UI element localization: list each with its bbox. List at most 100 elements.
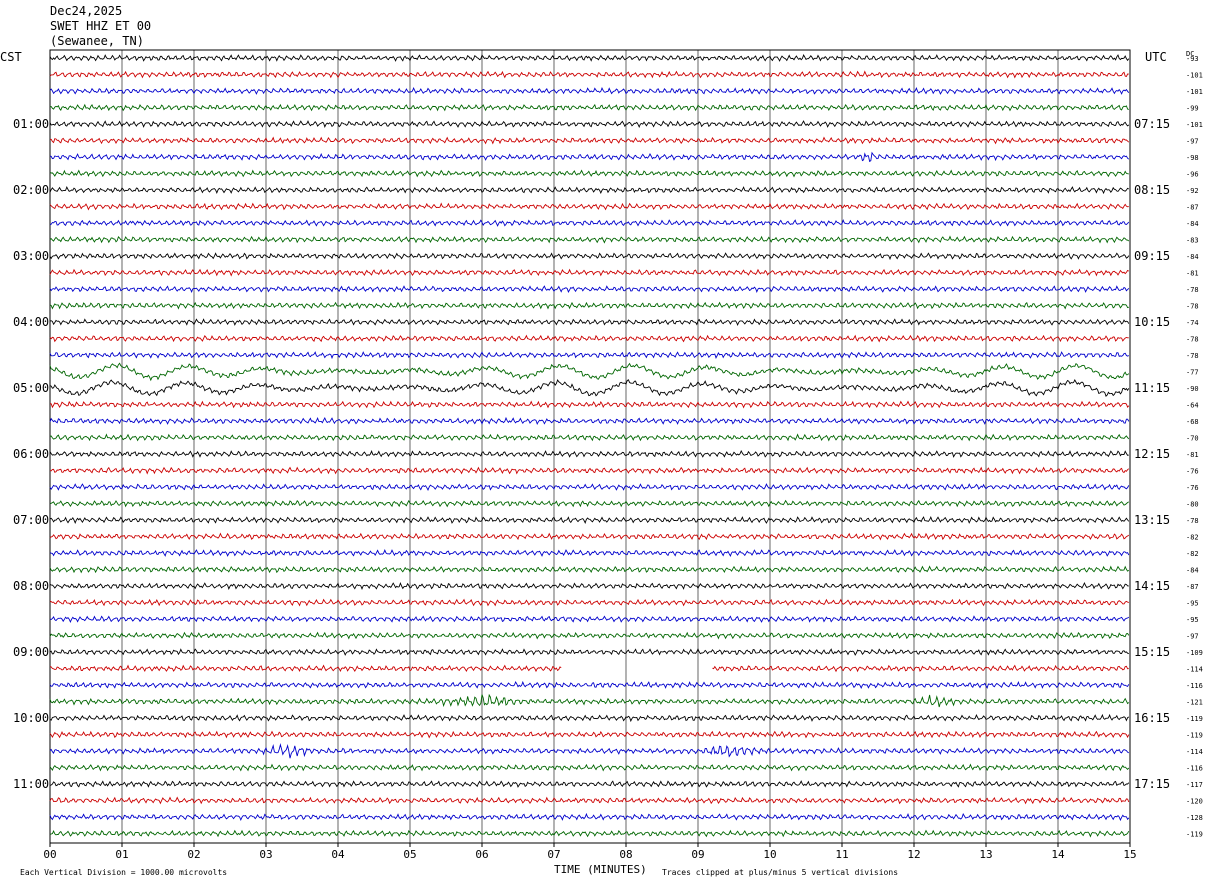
trace-row	[49, 54, 1130, 62]
cst-hour-label: 02:00	[13, 183, 49, 197]
trace-row	[49, 449, 1129, 458]
trace-row	[49, 829, 1130, 838]
cst-hour-label: 07:00	[13, 513, 49, 527]
dc-offset-label: -97	[1186, 633, 1199, 641]
right-timezone-label: UTC	[1145, 50, 1167, 64]
dc-offset-label: -76	[1186, 484, 1199, 492]
dc-offset-label: -83	[1186, 237, 1199, 245]
trace-row	[49, 713, 1130, 723]
trace-row	[49, 581, 1129, 590]
trace-row	[49, 812, 1130, 822]
dc-offset-label: -116	[1186, 765, 1203, 773]
trace-row	[49, 86, 1130, 95]
dc-offset-label: -84	[1186, 567, 1199, 575]
dc-offset-label: -99	[1186, 105, 1199, 113]
x-tick-label: 13	[979, 848, 992, 861]
dc-offset-label: -92	[1186, 187, 1199, 195]
trace-row	[49, 433, 1130, 442]
dc-offset-label: -84	[1186, 253, 1199, 261]
dc-offset-label: -101	[1186, 121, 1203, 129]
trace-row	[49, 235, 1130, 244]
cst-hour-label: 05:00	[13, 381, 49, 395]
x-tick-label: 08	[619, 848, 632, 861]
x-tick-label: 15	[1123, 848, 1136, 861]
dc-offset-label: -101	[1186, 88, 1203, 96]
x-tick-label: 02	[187, 848, 200, 861]
dc-offset-label: -119	[1186, 732, 1203, 740]
dc-offset-label: -81	[1186, 451, 1199, 459]
dc-offset-label: -128	[1186, 814, 1203, 822]
x-tick-label: 04	[331, 848, 345, 861]
trace-row	[49, 680, 1130, 689]
utc-hour-label: 12:15	[1134, 447, 1170, 461]
cst-hour-label: 04:00	[13, 315, 49, 329]
trace-row	[49, 202, 1129, 211]
cst-hour-label: 01:00	[13, 117, 49, 131]
utc-hour-label: 14:15	[1134, 579, 1170, 593]
trace-row	[49, 416, 1130, 426]
utc-hour-label: 17:15	[1134, 777, 1170, 791]
trace-row	[49, 136, 1130, 145]
x-axis-label: TIME (MINUTES)	[554, 863, 647, 876]
x-tick-label: 05	[403, 848, 416, 861]
utc-hour-label: 11:15	[1134, 381, 1170, 395]
cst-hour-label: 09:00	[13, 645, 49, 659]
trace-row	[49, 362, 1130, 382]
x-tick-label: 01	[115, 848, 128, 861]
dc-offset-label: -95	[1186, 600, 1199, 608]
trace-row	[49, 615, 1130, 624]
dc-offset-label: -70	[1186, 435, 1199, 443]
dc-offset-label: -119	[1186, 831, 1203, 839]
x-tick-label: 00	[43, 848, 56, 861]
trace-row	[49, 780, 1130, 788]
x-tick-label: 03	[259, 848, 272, 861]
header-station: SWET HHZ ET 00	[50, 19, 152, 33]
trace-row	[49, 565, 1130, 574]
trace-row	[49, 169, 1129, 178]
dc-offset-label: -96	[1186, 171, 1199, 179]
trace-row	[49, 252, 1130, 261]
utc-hour-label: 13:15	[1134, 513, 1170, 527]
dc-offset-label: -114	[1186, 666, 1203, 674]
dc-offset-label: -81	[1186, 270, 1199, 278]
dc-offset-label: -117	[1186, 781, 1203, 789]
trace-row	[49, 120, 1130, 129]
trace-row	[49, 693, 1130, 708]
cst-hour-label: 08:00	[13, 579, 49, 593]
clip-note: Traces clipped at plus/minus 5 vertical …	[662, 868, 898, 877]
trace-row	[49, 516, 1130, 524]
header-location: (Sewanee, TN)	[50, 34, 144, 48]
x-tick-label: 09	[691, 848, 704, 861]
cst-hour-label: 11:00	[13, 777, 49, 791]
trace-row	[49, 400, 1130, 409]
trace-row	[49, 185, 1130, 195]
dc-offset-label: -82	[1186, 534, 1199, 542]
x-tick-label: 11	[835, 848, 848, 861]
trace-row	[49, 598, 1129, 607]
x-tick-label: 07	[547, 848, 560, 861]
dc-offset-label: -64	[1186, 402, 1199, 410]
trace-row	[49, 483, 1130, 491]
dc-offset-label: -77	[1186, 369, 1199, 377]
trace-row	[49, 218, 1130, 227]
dc-offset-label: -74	[1186, 319, 1199, 327]
dc-offset-label: -82	[1186, 550, 1199, 558]
dc-offset-label: -80	[1186, 501, 1199, 509]
dc-offset-label: -120	[1186, 798, 1203, 806]
trace-row	[49, 549, 1130, 557]
dc-offset-label: -109	[1186, 649, 1203, 657]
trace-row	[49, 763, 1130, 772]
dc-offset-label: -90	[1186, 385, 1199, 393]
trace-row	[49, 285, 1130, 294]
dc-offset-label: -93	[1186, 55, 1199, 63]
x-tick-label: 06	[475, 848, 488, 861]
dc-offset-label: -78	[1186, 303, 1199, 311]
trace-row	[49, 268, 1130, 277]
trace-row	[49, 379, 1130, 398]
utc-hour-label: 15:15	[1134, 645, 1170, 659]
trace-row	[49, 318, 1130, 327]
dc-offset-label: -121	[1186, 699, 1203, 707]
trace-row	[49, 301, 1129, 310]
cst-hour-label: 03:00	[13, 249, 49, 263]
trace-row	[49, 103, 1129, 112]
